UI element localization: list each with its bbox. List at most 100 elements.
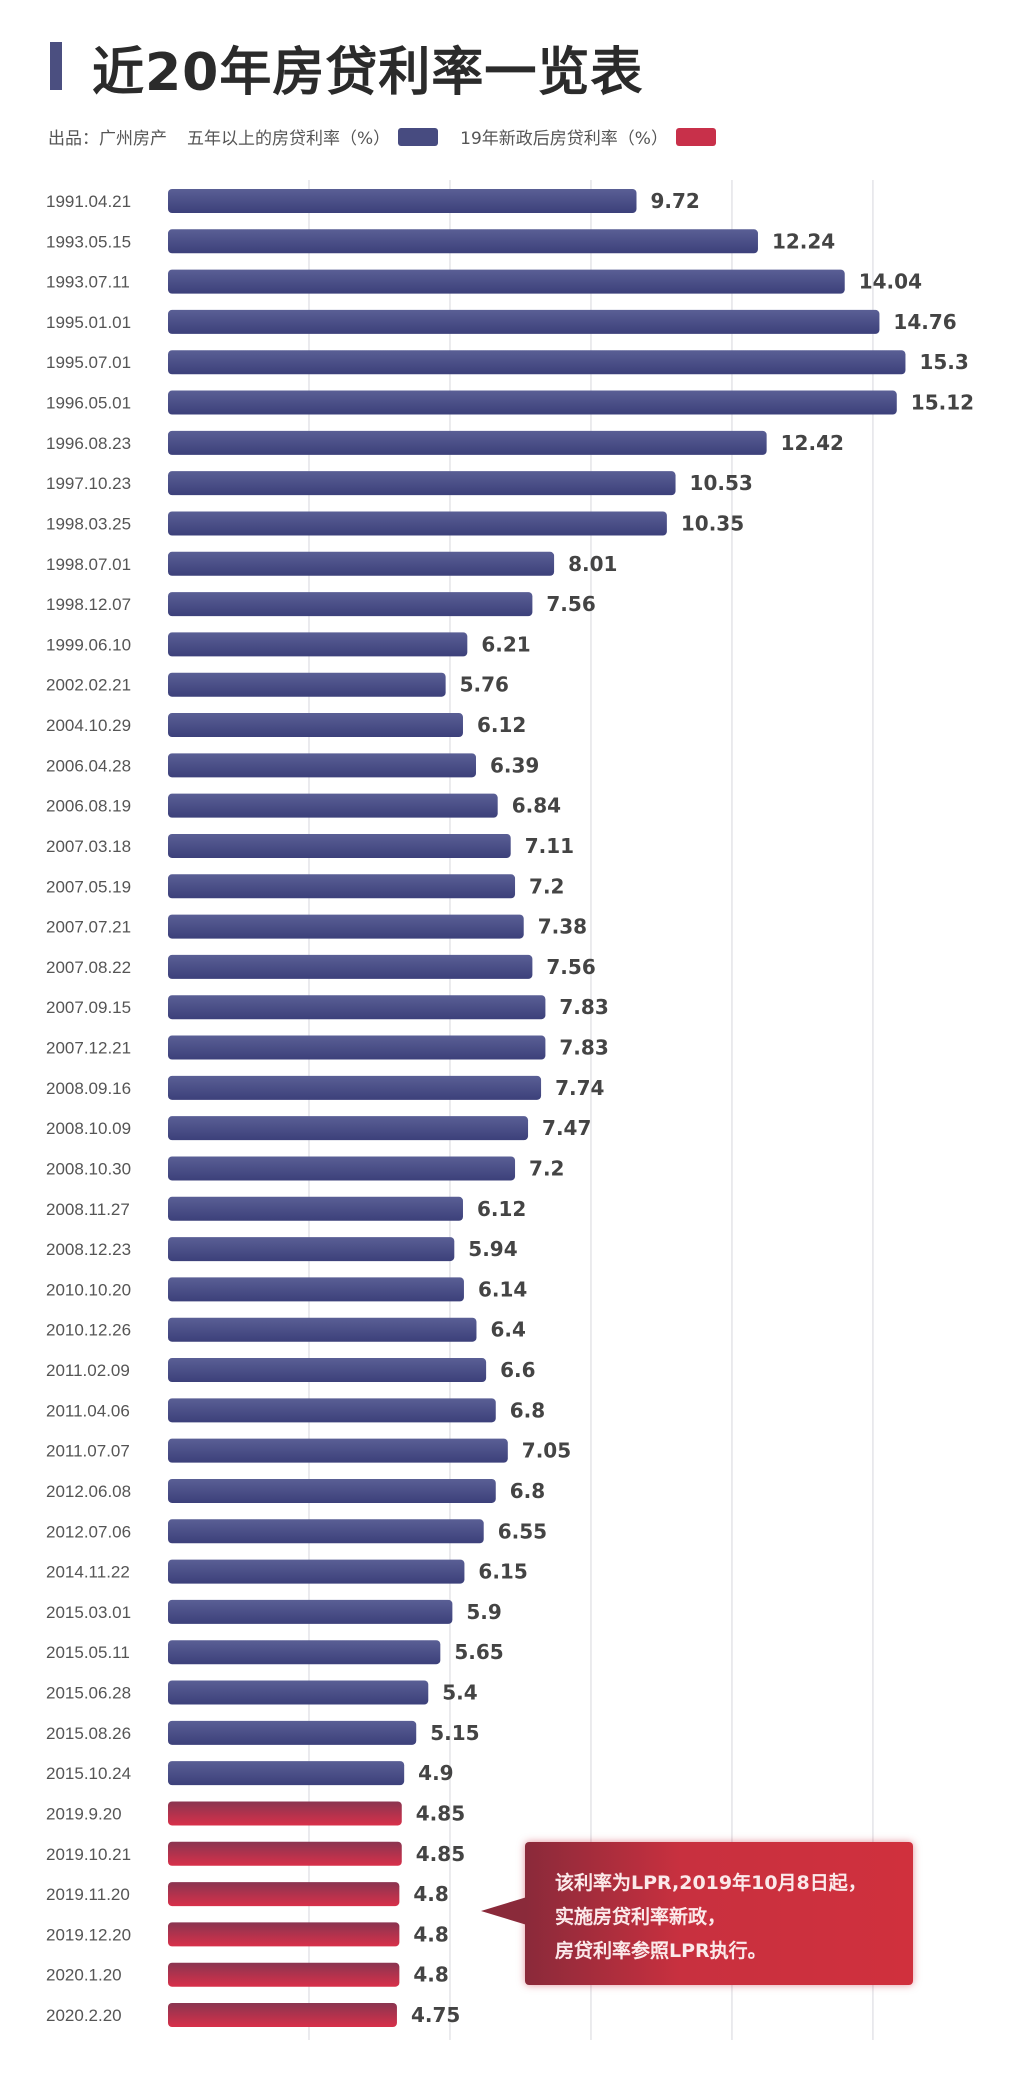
value-label: 7.2 bbox=[529, 1156, 564, 1180]
legend-label-1: 19年新政后房贷利率（%） bbox=[460, 129, 668, 149]
legend: 出品：广州房产 五年以上的房贷利率（%） 19年新政后房贷利率（%） bbox=[48, 124, 738, 149]
value-label: 4.8 bbox=[413, 1963, 448, 1987]
value-label: 6.55 bbox=[498, 1519, 547, 1543]
category-label: 2007.03.18 bbox=[46, 837, 131, 856]
category-label: 2007.08.22 bbox=[46, 958, 131, 977]
bar bbox=[168, 1882, 400, 1907]
bar bbox=[168, 551, 555, 576]
category-label: 2015.06.28 bbox=[46, 1684, 131, 1703]
title-accent-bar bbox=[50, 42, 62, 90]
bar bbox=[168, 793, 498, 818]
bar bbox=[168, 1398, 496, 1423]
category-label: 2020.1.20 bbox=[46, 1966, 122, 1985]
annotation-line-2: 实施房贷利率新政， bbox=[555, 1906, 727, 1928]
bar bbox=[168, 1317, 477, 1342]
category-label: 2008.11.27 bbox=[46, 1200, 130, 1219]
bar bbox=[168, 1720, 417, 1745]
bar bbox=[168, 229, 758, 254]
category-label: 2002.02.21 bbox=[46, 676, 131, 695]
annotation-line-1: 该利率为LPR,2019年10月8日起， bbox=[555, 1872, 867, 1894]
category-label: 1998.03.25 bbox=[46, 514, 131, 533]
bar bbox=[168, 914, 524, 939]
category-label: 1999.06.10 bbox=[46, 635, 131, 654]
value-label: 15.12 bbox=[911, 391, 974, 415]
category-label: 2011.02.09 bbox=[46, 1361, 130, 1380]
value-label: 6.8 bbox=[510, 1479, 545, 1503]
value-label: 7.74 bbox=[555, 1076, 604, 1100]
category-label: 2006.04.28 bbox=[46, 756, 131, 775]
bar bbox=[168, 1438, 508, 1463]
value-label: 7.56 bbox=[546, 592, 595, 616]
category-label: 2015.08.26 bbox=[46, 1724, 131, 1743]
category-label: 2014.11.22 bbox=[46, 1563, 130, 1582]
bar bbox=[168, 269, 845, 294]
legend-swatch-1 bbox=[675, 127, 716, 146]
bar bbox=[168, 471, 676, 496]
category-label: 2008.10.30 bbox=[46, 1159, 131, 1178]
value-label: 5.65 bbox=[454, 1640, 503, 1664]
bar bbox=[168, 995, 546, 1020]
bar bbox=[168, 350, 906, 375]
value-label: 5.9 bbox=[466, 1600, 501, 1624]
category-label: 1995.07.01 bbox=[46, 353, 131, 372]
value-label: 9.72 bbox=[651, 189, 700, 213]
legend-swatch-0 bbox=[398, 127, 439, 146]
value-label: 6.12 bbox=[477, 713, 526, 737]
category-label: 2007.09.15 bbox=[46, 998, 131, 1017]
category-label: 1998.07.01 bbox=[46, 555, 131, 574]
bar bbox=[168, 1519, 484, 1544]
bar bbox=[168, 189, 637, 213]
value-label: 4.85 bbox=[416, 1842, 465, 1866]
bar bbox=[168, 1801, 402, 1826]
value-label: 7.2 bbox=[529, 874, 564, 898]
category-label: 2004.10.29 bbox=[46, 716, 131, 735]
bar bbox=[168, 672, 446, 697]
category-label: 2010.10.20 bbox=[46, 1280, 131, 1299]
category-label: 2008.10.09 bbox=[46, 1119, 131, 1138]
category-label: 1993.05.15 bbox=[46, 232, 131, 251]
bar bbox=[168, 1761, 405, 1786]
bar bbox=[168, 1277, 464, 1302]
bar bbox=[168, 1841, 402, 1866]
bar bbox=[168, 390, 897, 415]
chart-title: 近20年房贷利率一览表 bbox=[92, 43, 644, 103]
category-label: 2019.12.20 bbox=[46, 1925, 131, 1944]
value-label: 6.6 bbox=[500, 1358, 535, 1382]
category-label: 2006.08.19 bbox=[46, 797, 131, 816]
value-label: 10.35 bbox=[681, 511, 744, 535]
bar bbox=[168, 1156, 516, 1181]
bar bbox=[168, 1640, 441, 1665]
bar bbox=[168, 632, 468, 657]
source-label: 出品：广州房产 bbox=[48, 129, 167, 149]
category-label: 2015.10.24 bbox=[46, 1764, 131, 1783]
category-label: 1993.07.11 bbox=[46, 273, 130, 292]
value-label: 6.8 bbox=[510, 1398, 545, 1422]
value-label: 5.15 bbox=[430, 1721, 479, 1745]
value-label: 15.3 bbox=[919, 350, 968, 374]
category-label: 2008.12.23 bbox=[46, 1240, 131, 1259]
bar bbox=[168, 592, 533, 617]
value-label: 7.56 bbox=[546, 955, 595, 979]
value-label: 6.14 bbox=[478, 1277, 527, 1301]
value-label: 5.76 bbox=[460, 673, 509, 697]
bar bbox=[168, 1358, 487, 1383]
value-label: 7.83 bbox=[559, 995, 608, 1019]
annotation-line-3: 房贷利率参照LPR执行。 bbox=[555, 1940, 767, 1962]
category-label: 2015.03.01 bbox=[46, 1603, 131, 1622]
value-label: 14.04 bbox=[859, 270, 922, 294]
bar bbox=[168, 1559, 465, 1584]
value-label: 7.11 bbox=[525, 834, 574, 858]
category-label: 2019.9.20 bbox=[46, 1804, 122, 1823]
bar bbox=[168, 713, 463, 738]
value-label: 4.75 bbox=[411, 2003, 460, 2027]
value-label: 10.53 bbox=[690, 471, 753, 495]
category-label: 2019.11.20 bbox=[46, 1885, 130, 1904]
value-label: 12.24 bbox=[772, 229, 835, 253]
category-label: 2007.05.19 bbox=[46, 877, 131, 896]
category-label: 2010.12.26 bbox=[46, 1321, 131, 1340]
bar bbox=[168, 1962, 400, 1987]
category-label: 2007.12.21 bbox=[46, 1039, 131, 1058]
value-label: 6.21 bbox=[481, 632, 530, 656]
category-label: 1998.12.07 bbox=[46, 595, 131, 614]
